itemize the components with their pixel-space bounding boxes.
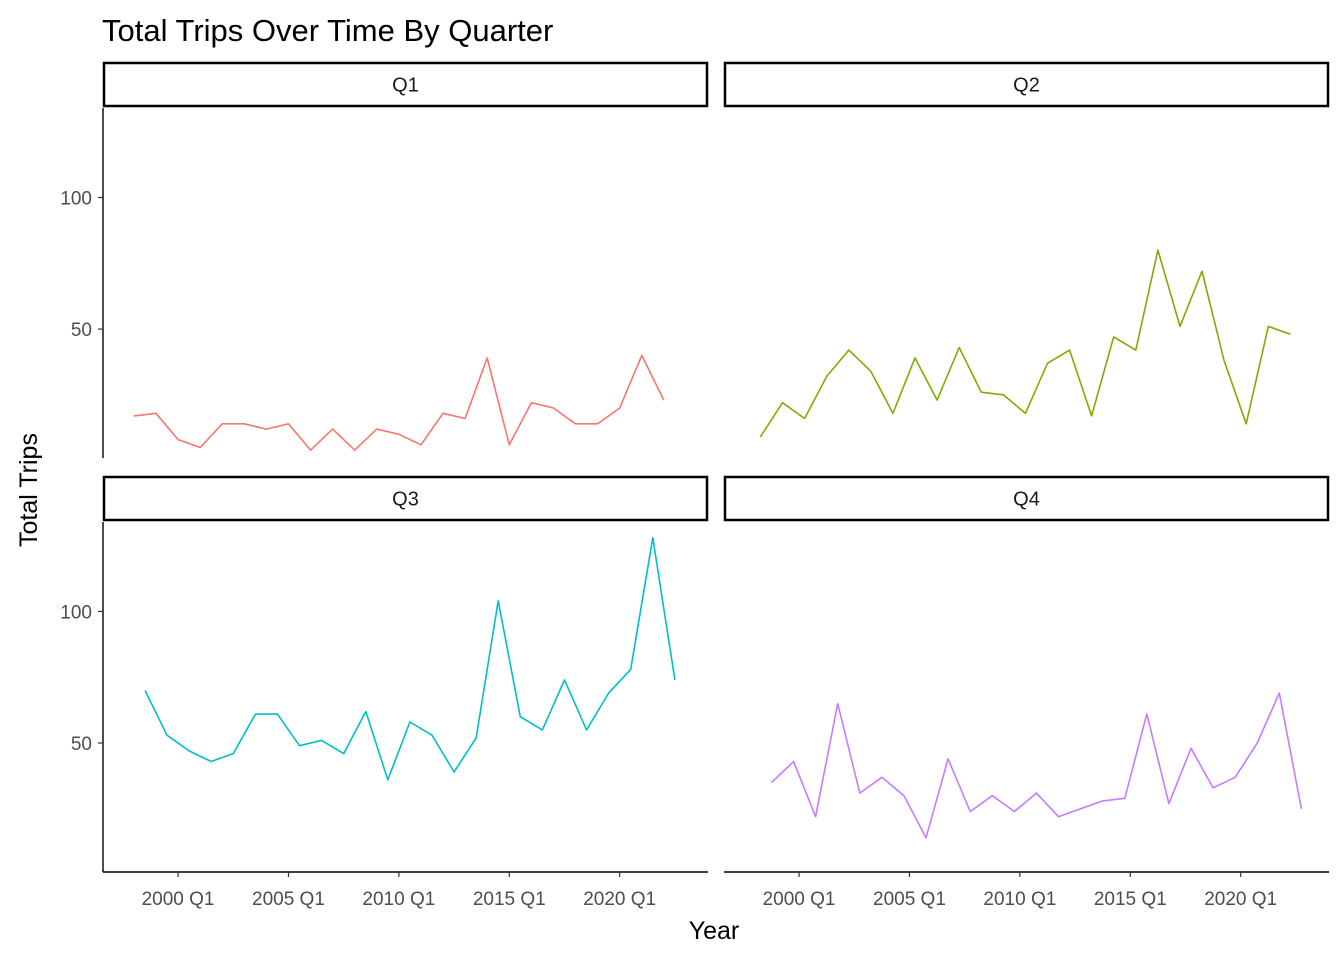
strip-box [102,61,709,108]
strip-label: Q3 [392,489,419,511]
y-tick-label: 50 [71,734,92,755]
strip-label: Q2 [1013,75,1040,97]
facet-panel-q2: Q2 [723,61,1330,438]
strip-label: Q4 [1013,489,1040,511]
x-tick-label: 2015 Q1 [1094,889,1167,910]
y-axis-title: Total Trips [15,433,43,547]
x-tick-label: 2000 Q1 [763,889,836,910]
strip-box [723,475,1330,522]
x-tick-label: 2005 Q1 [252,889,325,910]
x-tick-label: 2015 Q1 [473,889,546,910]
x-tick-label: 2010 Q1 [362,889,435,910]
x-tick-label: 2020 Q1 [583,889,656,910]
strip-box [723,61,1330,108]
strip-box [102,475,709,522]
chart-title: Total Trips Over Time By Quarter [102,13,553,48]
facet-panels: Q1 50 100 Q2 Q3 50 100 2000 Q1 2005 Q1 2010 Q1 201… [60,61,1330,910]
x-tick-label: 2020 Q1 [1204,889,1277,910]
series-line-q2 [759,249,1291,438]
facet-panel-q3: Q3 50 100 2000 Q1 2005 Q1 2010 Q1 2015 Q1 2020 … [60,475,709,910]
x-tick-label: 2000 Q1 [142,889,215,910]
y-tick-label: 100 [60,188,92,209]
series-line-q4 [770,692,1303,839]
series-line-q1 [133,354,665,451]
y-tick-label: 100 [60,602,92,623]
x-tick-label: 2005 Q1 [873,889,946,910]
facet-panel-q1: Q1 50 100 [60,61,709,458]
y-tick-label: 50 [71,320,92,341]
facet-panel-q4: Q4 2000 Q1 2005 Q1 2010 Q1 2015 Q1 2020 Q1 [723,475,1330,910]
strip-label: Q1 [392,75,419,97]
x-axis-title: Year [689,917,740,945]
series-line-q3 [144,536,676,781]
x-tick-label: 2010 Q1 [983,889,1056,910]
